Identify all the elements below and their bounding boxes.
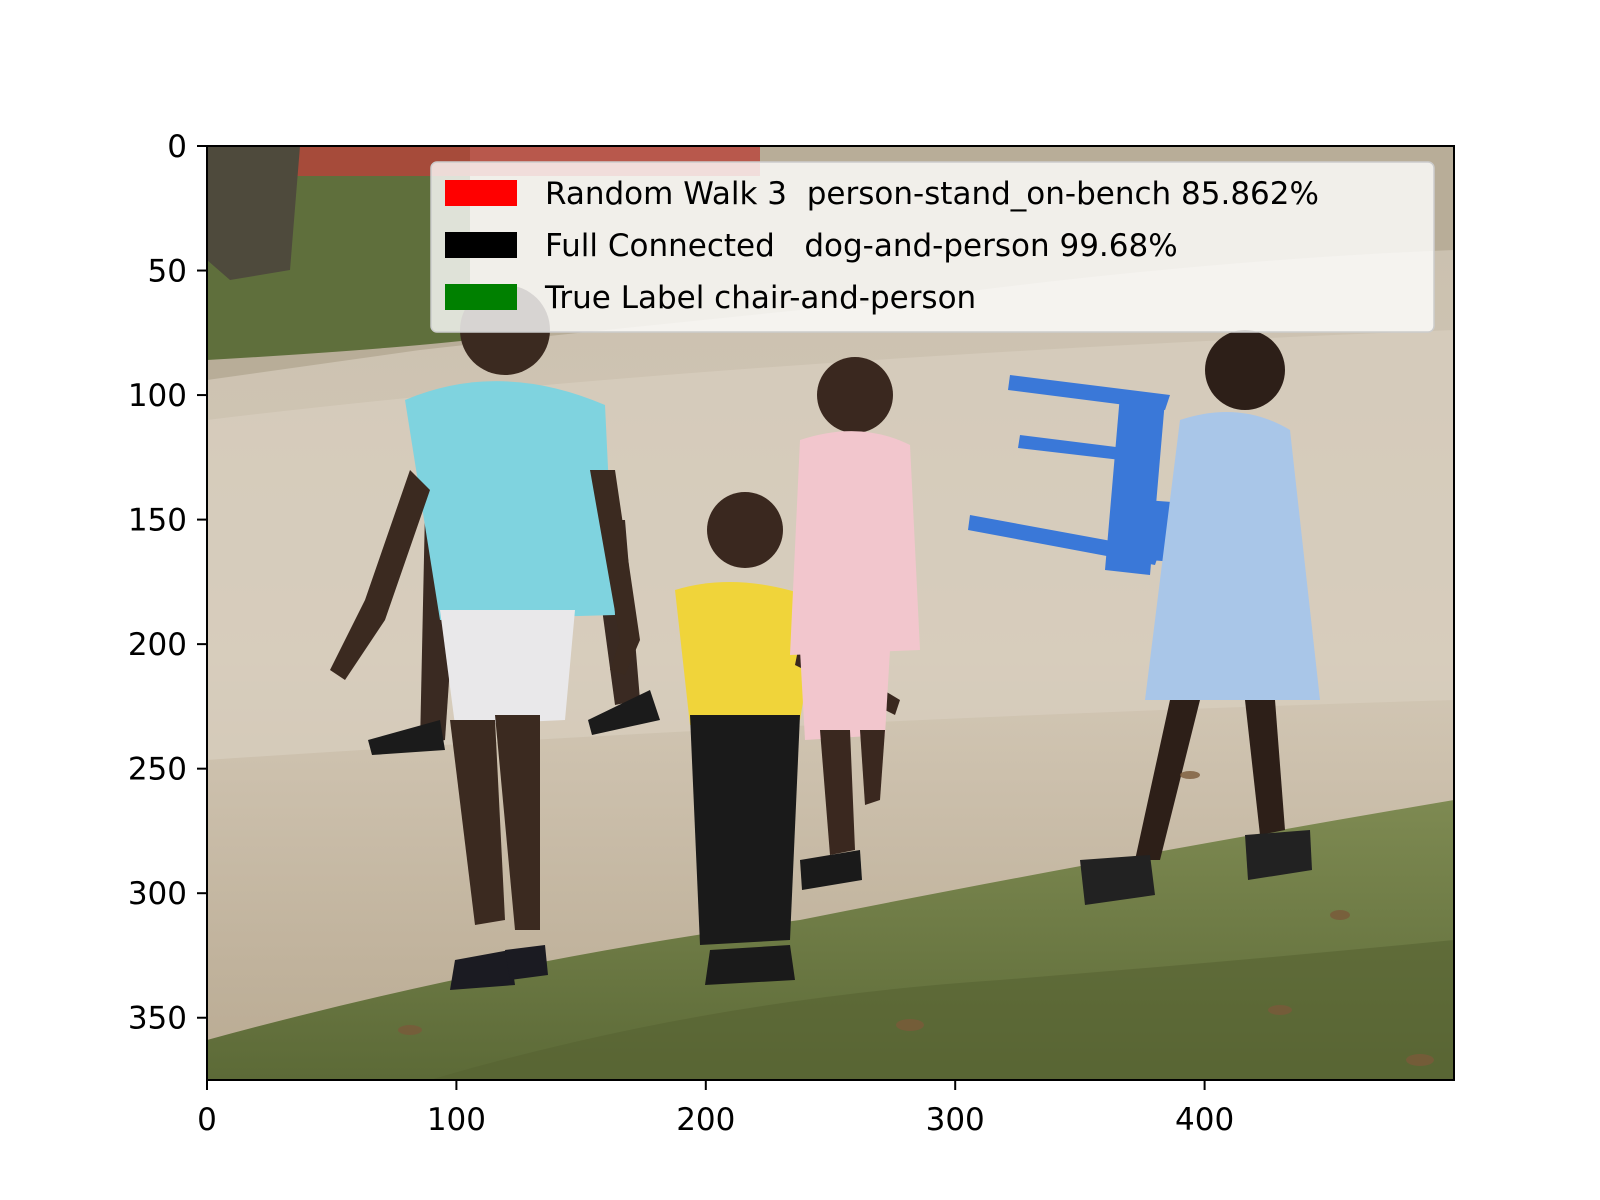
y-tick-label: 200: [128, 627, 187, 663]
legend-box: [430, 161, 1435, 333]
legend-swatch-full-connected: [445, 232, 517, 258]
x-tick-label: 200: [676, 1102, 735, 1138]
axis-ticks: 0 100 200 300 400 0 50 100 150 200 250 300 350: [128, 129, 1234, 1138]
y-tick-label: 50: [148, 254, 187, 290]
child-in-blue-shirt: [330, 285, 640, 990]
legend: Random Walk 3 person-stand_on-bench 85.8…: [430, 161, 1435, 333]
legend-label-full-connected: Full Connected dog-and-person 99.68%: [545, 228, 1178, 264]
x-tick-label: 100: [427, 1102, 486, 1138]
x-tick-label: 300: [926, 1102, 985, 1138]
y-tick-label: 150: [128, 503, 187, 539]
y-tick-label: 0: [167, 129, 187, 165]
legend-swatch-random-walk: [445, 180, 517, 206]
x-tick-label: 0: [197, 1102, 217, 1138]
axes-frame: [206, 145, 1455, 1081]
legend-label-true-label: True Label chair-and-person: [544, 280, 976, 316]
y-tick-label: 300: [128, 876, 187, 912]
x-tick-label: 400: [1175, 1102, 1234, 1138]
legend-swatch-true-label: [445, 284, 517, 310]
y-tick-label: 100: [128, 378, 187, 414]
child-in-pink-dress: [790, 357, 920, 890]
legend-label-random-walk: Random Walk 3 person-stand_on-bench 85.8…: [545, 176, 1319, 212]
y-tick-label: 250: [128, 752, 187, 788]
y-tick-label: 350: [128, 1001, 187, 1037]
child-in-blue-dress: [1080, 330, 1320, 905]
